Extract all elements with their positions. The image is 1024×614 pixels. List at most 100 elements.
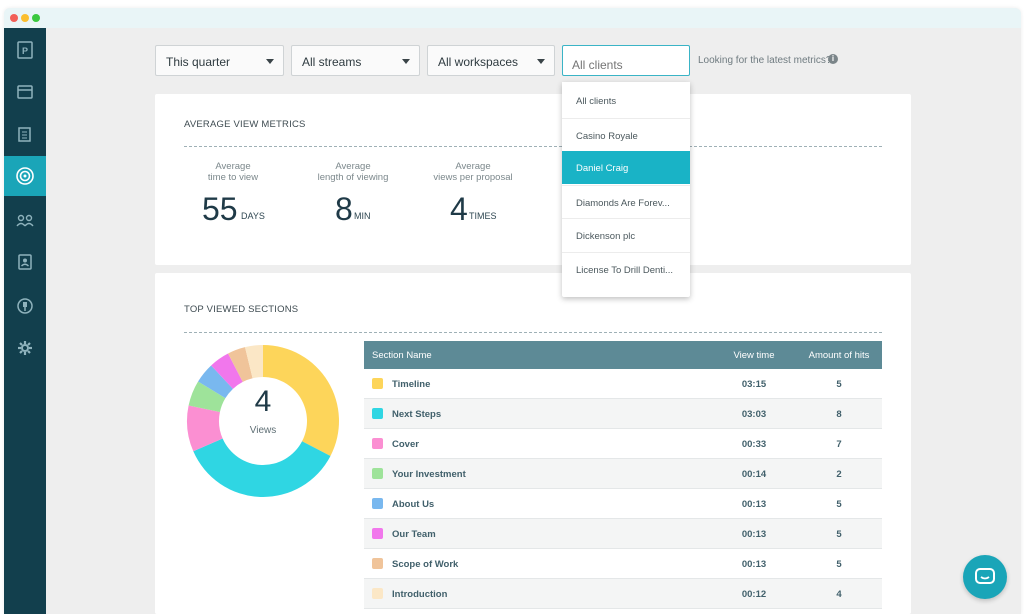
workspaces-select-value: All workspaces [438, 55, 519, 69]
table-row[interactable]: Introduction 00:12 4 [364, 579, 882, 609]
table-row[interactable]: Next Steps 03:03 8 [364, 399, 882, 429]
section-color-swatch [372, 468, 383, 479]
view-time: 00:14 [741, 469, 767, 480]
clients-dropdown: All clients Casino Royale Daniel Craig Diam… [562, 82, 690, 297]
section-name: Cover [392, 439, 419, 450]
clients-search-input[interactable] [562, 45, 690, 76]
svg-text:P: P [22, 46, 28, 56]
average-view-metrics-title: AVERAGE VIEW METRICS [184, 119, 306, 130]
hit-count: 5 [836, 379, 842, 390]
top-viewed-sections-title: TOP VIEWED SECTIONS [184, 304, 299, 315]
main-content: This quarter All streams All workspaces … [46, 28, 1021, 614]
hit-count: 4 [836, 589, 842, 600]
hit-count: 8 [836, 409, 842, 420]
info-icon[interactable]: i [828, 54, 838, 64]
section-color-swatch [372, 498, 383, 509]
donut-slice-timeline[interactable] [263, 345, 339, 456]
latest-metrics-hint: Looking for the latest metrics? [698, 55, 832, 66]
period-select-value: This quarter [166, 55, 231, 69]
table-row[interactable]: Scope of Work 00:13 5 [364, 549, 882, 579]
column-header-hits[interactable]: Amount of hits [808, 350, 870, 361]
view-time: 00:13 [741, 559, 767, 570]
view-time: 00:12 [741, 589, 767, 600]
column-header-view-time[interactable]: View time [733, 350, 775, 361]
hit-count: 2 [836, 469, 842, 480]
table-header: Section Name View time Amount of hits [364, 341, 882, 369]
hit-count: 7 [836, 439, 842, 450]
metric-value-time-to-view: 55 [202, 191, 238, 227]
metric-unit: DAYS [241, 211, 265, 221]
table-row[interactable]: Our Team 00:13 5 [364, 519, 882, 549]
donut-slice-cover[interactable] [187, 405, 223, 452]
donut-slice-scope-of-work[interactable] [228, 347, 253, 382]
metric-unit: MIN [354, 211, 371, 221]
sidebar: P [4, 28, 46, 614]
section-name: Timeline [392, 379, 431, 390]
view-time: 00:13 [741, 529, 767, 540]
donut-slice-our-team[interactable] [211, 353, 243, 389]
hit-count: 5 [836, 499, 842, 510]
section-color-swatch [372, 408, 383, 419]
client-option[interactable]: Daniel Craig [562, 151, 690, 184]
top-viewed-sections-card: TOP VIEWED SECTIONS 4 Views Section Name… [155, 273, 911, 614]
metric-value-views-per-proposal: 4 [450, 191, 468, 227]
streams-select[interactable]: All streams [291, 45, 420, 76]
table-row[interactable]: Cover 00:33 7 [364, 429, 882, 459]
table-row[interactable]: About Us 00:13 5 [364, 489, 882, 519]
metric-value-length-of-viewing: 8 [335, 191, 353, 227]
streams-select-value: All streams [302, 55, 362, 69]
proposify-logo-icon[interactable]: P [4, 30, 46, 70]
metric-label: Average views per proposal [433, 161, 513, 183]
view-time: 03:03 [741, 409, 767, 420]
chat-button[interactable] [963, 555, 1007, 599]
metrics-target-icon[interactable] [4, 156, 46, 196]
view-time: 00:13 [741, 499, 767, 510]
views-donut-chart [187, 345, 339, 497]
section-name: Introduction [392, 589, 448, 600]
close-window-button[interactable] [10, 14, 18, 22]
client-option[interactable]: Diamonds Are Forev... [562, 184, 690, 218]
donut-center-label: Views [249, 425, 277, 436]
client-option[interactable]: License To Drill Denti... [562, 251, 690, 285]
table-row[interactable]: Your Investment 00:14 2 [364, 459, 882, 489]
chevron-down-icon [402, 59, 410, 64]
minimize-window-button[interactable] [21, 14, 29, 22]
client-option[interactable]: All clients [576, 96, 617, 107]
chevron-down-icon [537, 59, 545, 64]
table-row[interactable]: Timeline 03:15 5 [364, 369, 882, 399]
app-window: P This quarter All streams [4, 8, 1021, 614]
contacts-icon[interactable] [4, 242, 46, 282]
chat-bubble-icon [975, 568, 995, 584]
hit-count: 5 [836, 559, 842, 570]
column-header-section-name[interactable]: Section Name [372, 350, 432, 361]
hit-count: 5 [836, 529, 842, 540]
section-name: Our Team [392, 529, 436, 540]
section-name: Your Investment [392, 469, 466, 480]
people-icon[interactable] [4, 200, 46, 240]
donut-slice-next-steps[interactable] [193, 438, 331, 497]
metric-unit: TIMES [469, 211, 497, 221]
average-view-metrics-card: AVERAGE VIEW METRICS Average time to view… [155, 94, 911, 265]
client-option[interactable]: Dickenson plc [562, 218, 690, 251]
workspaces-select[interactable]: All workspaces [427, 45, 555, 76]
client-option[interactable]: Casino Royale [562, 117, 690, 151]
donut-slice-your-investment[interactable] [188, 381, 226, 413]
metric-label: Average length of viewing [317, 161, 389, 183]
documents-icon[interactable] [4, 114, 46, 154]
inbox-icon[interactable] [4, 72, 46, 112]
maximize-window-button[interactable] [32, 14, 40, 22]
section-color-swatch [372, 438, 383, 449]
section-name: About Us [392, 499, 435, 510]
donut-center-value: 4 [254, 385, 272, 418]
section-color-swatch [372, 558, 383, 569]
period-select[interactable]: This quarter [155, 45, 284, 76]
donut-slice-about-us[interactable] [198, 365, 233, 399]
donut-slice-introduction[interactable] [245, 345, 263, 379]
section-name: Scope of Work [392, 559, 459, 570]
metric-label: Average time to view [207, 161, 259, 183]
gear-icon[interactable] [4, 328, 46, 368]
section-color-swatch [372, 528, 383, 539]
view-time: 00:33 [741, 439, 767, 450]
section-color-swatch [372, 378, 383, 389]
integrations-icon[interactable] [4, 286, 46, 326]
